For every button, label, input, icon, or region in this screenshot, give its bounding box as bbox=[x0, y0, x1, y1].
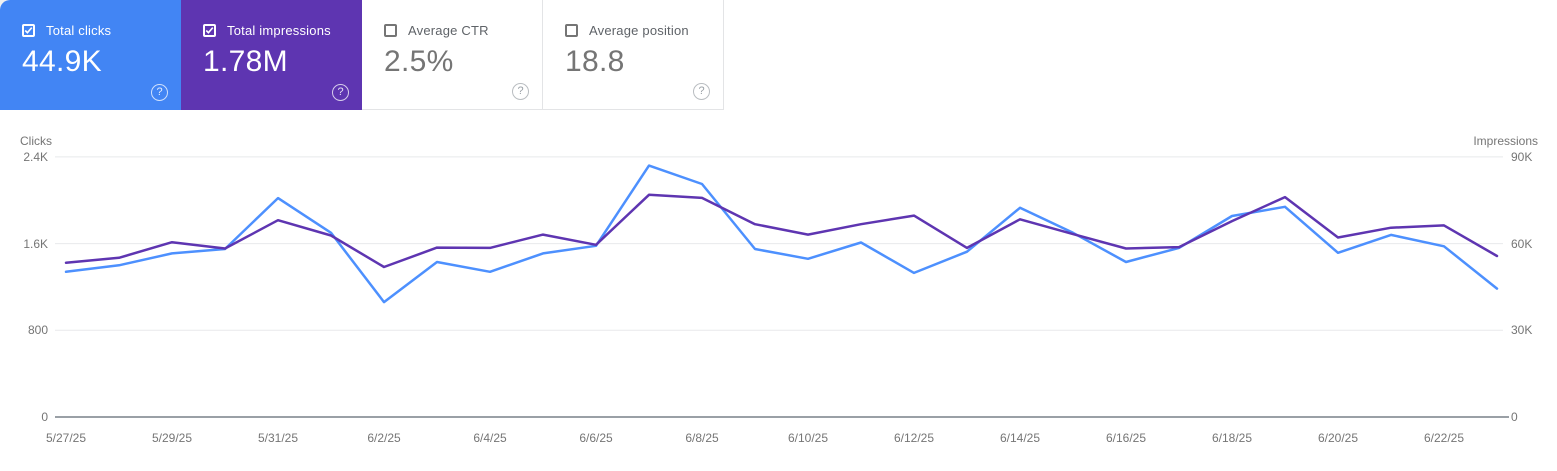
right-axis-tick: 60K bbox=[1511, 237, 1533, 251]
metric-card-average-position[interactable]: Average position 18.8 ? bbox=[543, 0, 724, 110]
card-value: 18.8 bbox=[565, 45, 625, 78]
x-axis-label: 6/2/25 bbox=[367, 431, 401, 445]
card-label: Average CTR bbox=[408, 23, 489, 38]
x-axis-label: 6/6/25 bbox=[579, 431, 613, 445]
card-header: Total clicks bbox=[22, 23, 181, 38]
metric-cards: Total clicks 44.9K ? Total impressions 1… bbox=[0, 0, 724, 110]
x-axis-label: 6/8/25 bbox=[685, 431, 719, 445]
help-icon[interactable]: ? bbox=[512, 83, 529, 100]
x-axis-label: 5/29/25 bbox=[151, 431, 193, 445]
x-axis-label: 5/27/25 bbox=[45, 431, 87, 445]
right-axis-tick: 30K bbox=[1511, 323, 1533, 337]
x-axis-label: 6/20/25 bbox=[1317, 431, 1359, 445]
x-axis-label: 6/12/25 bbox=[893, 431, 935, 445]
x-axis-label: 5/31/25 bbox=[257, 431, 299, 445]
card-value: 2.5% bbox=[384, 45, 454, 78]
left-axis-tick: 0 bbox=[41, 410, 48, 424]
metric-card-total-clicks[interactable]: Total clicks 44.9K ? bbox=[0, 0, 181, 110]
x-axis-label: 6/14/25 bbox=[999, 431, 1041, 445]
help-icon[interactable]: ? bbox=[332, 84, 349, 101]
help-icon[interactable]: ? bbox=[693, 83, 710, 100]
card-value: 44.9K bbox=[22, 45, 102, 78]
metric-card-total-impressions[interactable]: Total impressions 1.78M ? bbox=[181, 0, 362, 110]
left-axis-ticks: 2.4K 1.6K 800 0 bbox=[0, 0, 48, 471]
checkbox-checked-icon[interactable] bbox=[203, 24, 216, 37]
x-axis-label: 6/10/25 bbox=[787, 431, 829, 445]
card-label: Total impressions bbox=[227, 23, 331, 38]
left-axis-tick: 1.6K bbox=[23, 237, 48, 251]
card-label: Average position bbox=[589, 23, 689, 38]
clicks-line[interactable] bbox=[64, 164, 1499, 304]
metric-card-average-ctr[interactable]: Average CTR 2.5% ? bbox=[362, 0, 543, 110]
left-axis-tick: 2.4K bbox=[23, 150, 48, 164]
right-axis-title: Impressions bbox=[1473, 134, 1538, 148]
x-axis-label: 6/4/25 bbox=[473, 431, 507, 445]
impressions-line[interactable] bbox=[64, 193, 1499, 269]
card-value: 1.78M bbox=[203, 45, 288, 78]
card-header: Total impressions bbox=[203, 23, 362, 38]
checkbox-unchecked-icon[interactable] bbox=[565, 24, 578, 37]
help-icon[interactable]: ? bbox=[151, 84, 168, 101]
left-axis-tick: 800 bbox=[27, 323, 48, 337]
card-header: Average CTR bbox=[384, 23, 542, 38]
right-axis-tick: 0 bbox=[1511, 410, 1518, 424]
left-axis-title: Clicks bbox=[20, 134, 52, 148]
right-axis-tick: 90K bbox=[1511, 150, 1533, 164]
card-label: Total clicks bbox=[46, 23, 112, 38]
x-axis-label: 6/16/25 bbox=[1105, 431, 1147, 445]
checkbox-checked-icon[interactable] bbox=[22, 24, 35, 37]
card-header: Average position bbox=[565, 23, 723, 38]
checkbox-unchecked-icon[interactable] bbox=[384, 24, 397, 37]
right-axis-ticks: 90K 60K 30K 0 bbox=[1511, 0, 1557, 471]
x-axis-label: 6/22/25 bbox=[1423, 431, 1465, 445]
x-axis-label: 6/18/25 bbox=[1211, 431, 1253, 445]
